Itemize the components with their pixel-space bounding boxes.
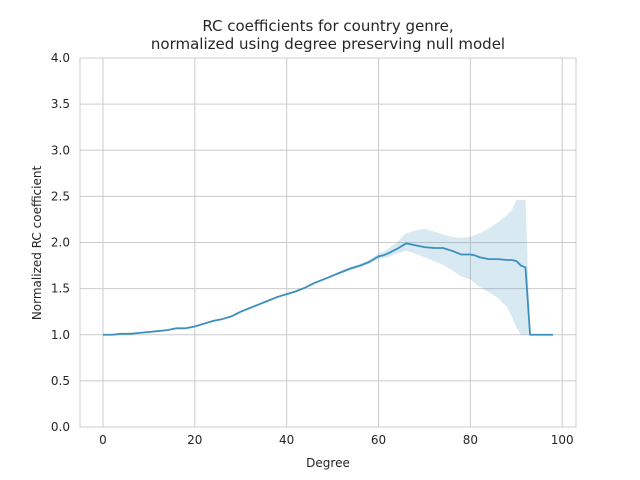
y-tick-label: 0.0: [51, 420, 70, 434]
y-tick-label: 2.5: [51, 189, 70, 203]
y-tick-labels: 0.0 0.5 1.0 1.5 2.0 2.5 3.0 3.5 4.0: [51, 51, 70, 434]
x-tick-label: 20: [187, 433, 202, 447]
confidence-band: [102, 200, 554, 335]
x-tick-label: 40: [279, 433, 294, 447]
x-tick-label: 100: [551, 433, 574, 447]
y-tick-label: 3.0: [51, 143, 70, 157]
chart-title: RC coefficients for country genre,: [202, 17, 453, 35]
confidence-band-layer: [102, 200, 554, 335]
grid: [80, 57, 576, 428]
x-tick-label: 60: [371, 433, 386, 447]
x-tick-label: 80: [463, 433, 478, 447]
y-tick-label: 1.5: [51, 282, 70, 296]
x-tick-label: 0: [99, 433, 107, 447]
y-tick-label: 3.5: [51, 97, 70, 111]
x-tick-labels: 0 20 40 60 80 100: [99, 433, 574, 447]
plot-frame: [79, 57, 577, 428]
series-line-layer: [102, 242, 554, 336]
series-line: [102, 242, 554, 336]
y-tick-label: 1.0: [51, 328, 70, 342]
y-tick-label: 4.0: [51, 51, 70, 65]
y-tick-label: 0.5: [51, 374, 70, 388]
y-axis-label: Normalized RC coefficient: [30, 166, 44, 321]
x-axis-label: Degree: [306, 456, 350, 470]
y-tick-label: 2.0: [51, 236, 70, 250]
chart-subtitle: normalized using degree preserving null …: [151, 35, 505, 53]
